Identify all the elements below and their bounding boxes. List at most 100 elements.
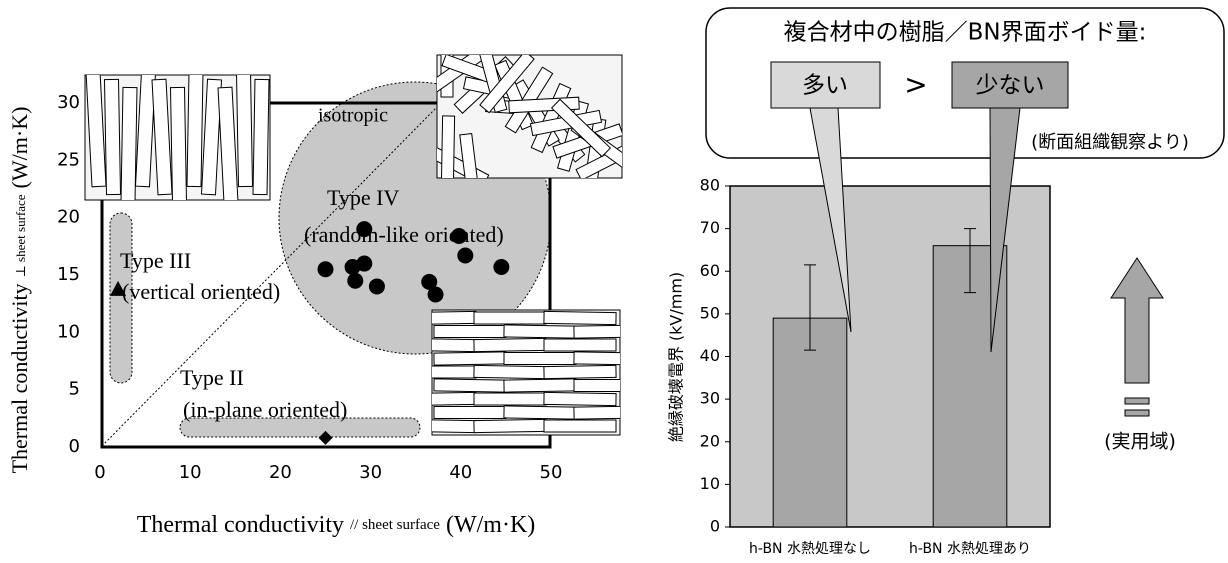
x-axis-label: Thermal conductivity // sheet surface (W/m… [137,512,536,538]
y-tick-label: 30 [700,389,720,408]
platelet [573,324,620,339]
label-unit: (W/m·K) [7,107,32,189]
platelet [503,405,577,420]
point [356,221,373,238]
y-tick-label: 15 [57,264,80,285]
point [110,280,127,296]
y-tick-label: 10 [57,321,80,342]
plot-frame [100,101,552,449]
platelet [432,391,477,407]
label-unit: (W/m·K) [446,512,535,538]
y-tick-label: 0 [69,436,80,457]
platelet [543,364,617,380]
callout-title: 複合材中の樹脂／BN界面ボイド量: [784,20,1147,46]
platelets [432,310,620,434]
in-plane-region [179,417,421,438]
y-tick-label: 80 [700,176,720,195]
error-bar [804,264,816,351]
platelets [85,75,270,200]
x-tick-label: 30 [359,462,382,483]
platelet [543,391,617,407]
label-sub: ⊥ sheet surface [13,194,28,277]
platelet [134,75,157,188]
x-tick-label: 10 [179,462,202,483]
arrow-tail [1124,397,1150,405]
platelet [473,418,547,434]
platelet [432,365,477,379]
platelet [543,310,617,326]
y-tick-label: 20 [700,431,720,450]
platelet [433,378,507,393]
arrow-tail [1124,409,1150,417]
x-tick-label: h-BN 水熱処理なし [749,541,871,557]
y-tick-label: 40 [700,346,720,365]
y-tick-label: 10 [700,474,720,493]
annotation: isotropic [318,105,388,127]
annotation: (in-plane oriented) [183,397,347,422]
platelet [459,132,481,178]
point [421,273,438,290]
platelet [85,75,107,188]
platelet [120,86,138,200]
y-tick-label: 5 [69,379,80,400]
platelet [235,75,254,188]
scatter-chart: 0 10 20 30 40 50 0 5 10 15 20 25 30 [57,92,562,483]
x-tick-label: 0 [94,462,105,483]
platelet [103,78,122,196]
platelet [543,338,617,352]
y-tick-label: 70 [700,218,720,237]
platelet [252,78,270,196]
y-axis-label: 絶縁破壊電界 (kV/mm) [667,272,686,442]
platelet [440,115,456,178]
label-main: Thermal conductivity [137,512,344,538]
platelet [151,78,173,196]
platelet [433,351,507,366]
y-tick-label: 20 [57,207,80,228]
arrow-label: (実用域) [1104,431,1176,453]
y-tick-label: 0 [710,517,720,536]
platelet [169,86,188,200]
platelet [433,325,507,338]
y-axis-label: Thermal conductivity ⊥ sheet surface (W/m·… [7,107,32,474]
annotation: Type II [180,365,244,390]
annotation: Type III [120,248,191,273]
x-tick-label: 20 [269,462,292,483]
platelet [473,337,547,353]
platelet [573,405,620,420]
platelet [503,378,577,393]
annotation: (random-like oriented) [304,222,504,247]
label-sub: // sheet surface [350,517,440,533]
platelet [473,311,547,325]
callout-label: 少ない [976,73,1045,99]
y-tick-label: 30 [57,92,80,113]
platelet [550,98,612,158]
platelet [503,324,577,339]
y-tick-label: 50 [700,303,720,322]
point [368,278,385,295]
isotropic-line [101,103,441,447]
vertical-region [109,212,133,384]
platelet [186,75,204,188]
arrow-shape [1110,257,1164,384]
platelet [503,352,577,365]
platelet [200,78,223,196]
platelet [479,55,535,114]
point [317,261,334,278]
platelet [473,392,547,406]
annotation: (vertical oriented) [122,279,280,304]
annotations: isotropic Type IV (random-like oriented)… [120,105,504,422]
label-main: Thermal conductivity [7,283,32,473]
point [493,258,510,275]
y-tick-label: 60 [700,261,720,280]
point [356,255,373,272]
point [427,286,444,303]
callout: 複合材中の樹脂／BN界面ボイド量: 多い > 少ない (断面組織観察より) [705,7,1225,353]
annotation: Type IV [327,185,399,210]
platelets [437,55,622,178]
point [318,430,333,445]
point [347,272,364,289]
point [450,228,467,245]
platelet [573,351,620,366]
